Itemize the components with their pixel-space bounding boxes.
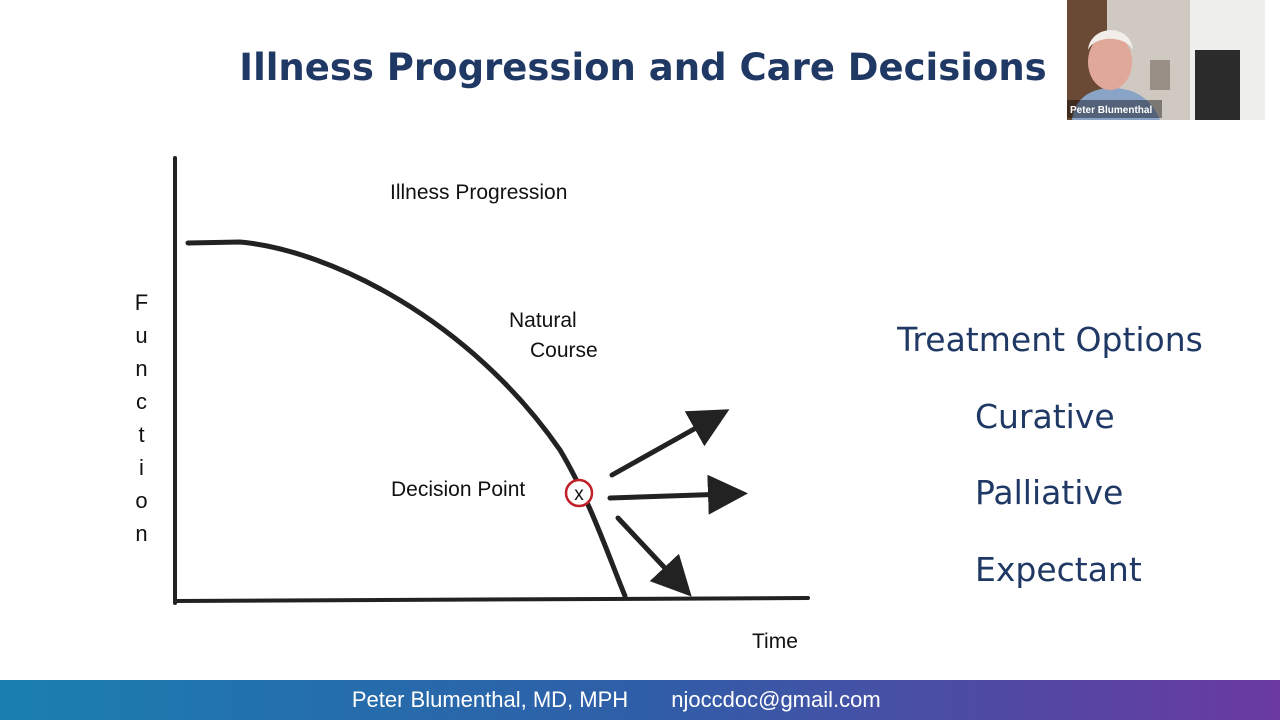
footer-bar <box>0 680 1280 720</box>
arrow-down <box>615 515 692 597</box>
curve-label: Natural <box>509 309 577 332</box>
y-axis-label: Function <box>129 290 154 554</box>
progression-curve <box>185 239 628 599</box>
axes <box>173 156 810 605</box>
participant-name: Peter Blumenthal <box>1070 105 1152 116</box>
video-tile: Peter Blumenthal <box>1067 0 1265 120</box>
diagram-heading: Illness Progression <box>390 181 567 204</box>
decision-circle <box>564 478 594 508</box>
x-axis <box>173 596 810 603</box>
x-axis-label: Time <box>752 630 798 653</box>
arrow-flat <box>607 474 748 515</box>
option-item: Expectant <box>975 550 1142 589</box>
option-item: Palliative <box>975 473 1123 512</box>
decision-label: Decision Point <box>391 478 525 501</box>
arrows <box>607 409 748 597</box>
diagram-labels: Illness Progression Natural Course Decis… <box>390 181 798 653</box>
slide-title: Illness Progression and Care Decisions <box>239 46 1046 89</box>
options-heading: Treatment Options <box>896 320 1203 359</box>
option-item: Curative <box>975 397 1115 436</box>
curve-label: Course <box>530 339 598 362</box>
footer-email: njoccdoc@gmail.com <box>671 687 880 712</box>
decision-marker: x <box>574 484 584 505</box>
footer-presenter: Peter Blumenthal, MD, MPH <box>352 687 628 712</box>
arrow-up <box>609 409 730 478</box>
